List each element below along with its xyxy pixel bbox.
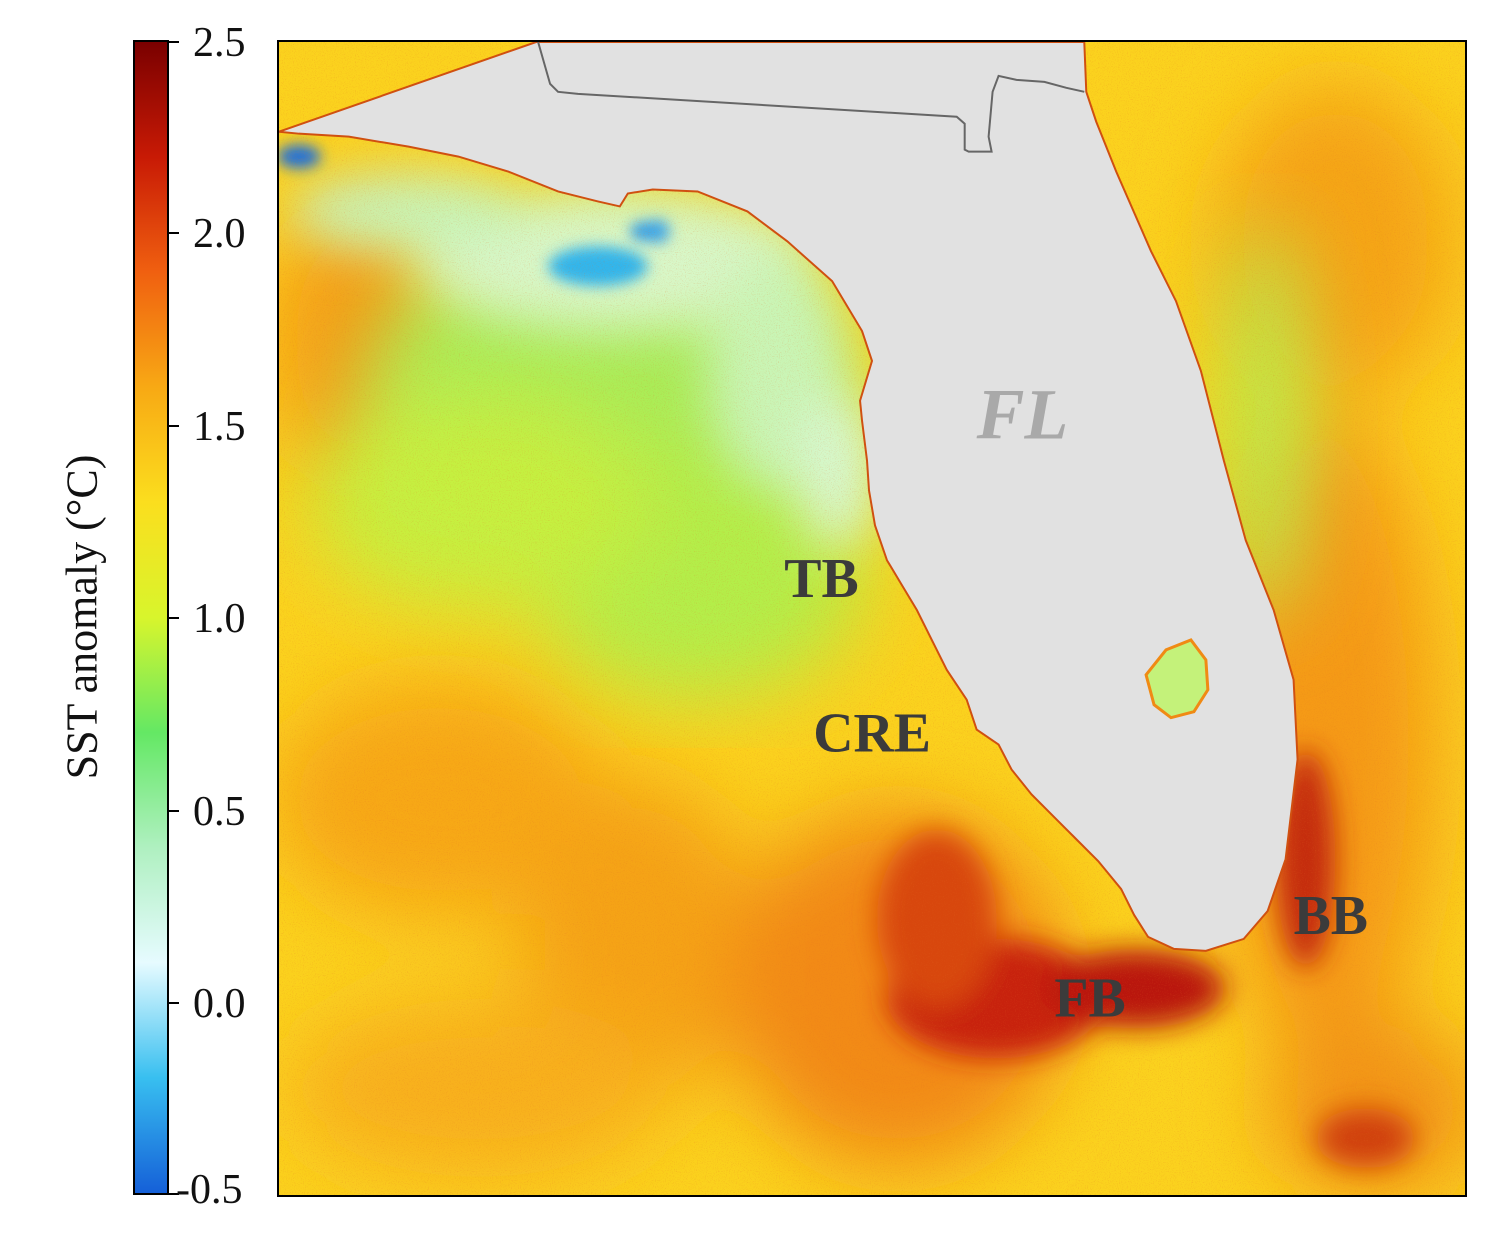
colorbar-tick-mark — [169, 1193, 179, 1195]
colorbar-tick-label: -0.5 — [176, 1167, 243, 1213]
colorbar-tick-label: 2.0 — [193, 211, 246, 257]
map-label-bb: BB — [1294, 885, 1368, 947]
map-label-tb: TB — [784, 548, 858, 610]
lake-okeechobee — [1144, 638, 1210, 720]
map-label-state: FL — [976, 375, 1069, 455]
colorbar-tick-label: 2.5 — [193, 20, 246, 66]
map-panel: FL TB CRE FB BB — [277, 40, 1467, 1197]
colorbar-tick-mark — [169, 425, 179, 427]
state-boundary — [537, 42, 1085, 153]
colorbar-tick-mark — [169, 1002, 179, 1004]
colorbar-tick-mark — [169, 41, 179, 43]
colorbar-tick-mark — [169, 810, 179, 812]
colorbar-tick-mark — [169, 617, 179, 619]
colorbar-tick-mark — [169, 232, 179, 234]
colorbar-title: SST anomaly (°C) — [57, 454, 107, 780]
colorbar-tick-label: 0.5 — [193, 789, 246, 835]
map-label-cre: CRE — [813, 703, 931, 765]
map-label-fb: FB — [1054, 968, 1125, 1030]
colorbar-tick-label: 1.0 — [193, 596, 246, 642]
colorbar-tick-label: 0.0 — [193, 981, 246, 1027]
florida-landmass — [279, 42, 1299, 952]
colorbar-tick-label: 1.5 — [193, 404, 246, 450]
sst-anomaly-map: FL TB CRE FB BB — [279, 42, 1465, 1195]
colorbar — [133, 40, 169, 1195]
